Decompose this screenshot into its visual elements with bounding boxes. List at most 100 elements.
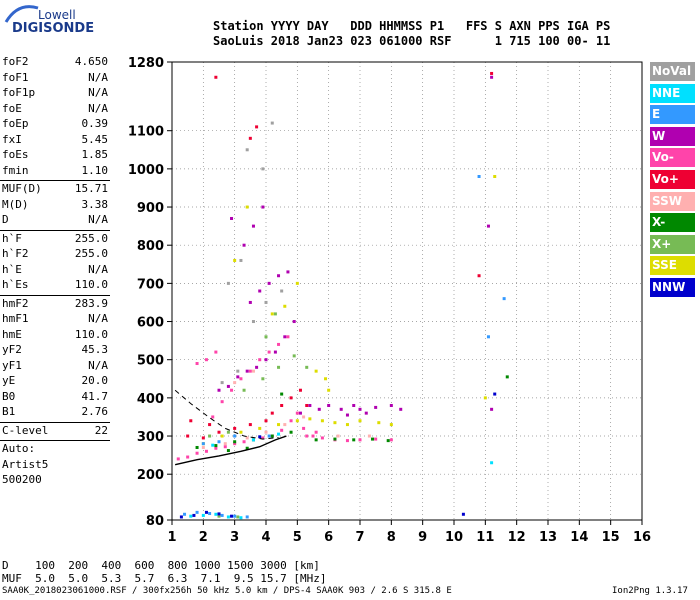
echo-point — [223, 445, 227, 449]
echo-point — [277, 432, 281, 436]
y-tick-label: 500 — [137, 354, 164, 369]
echo-point — [270, 434, 274, 438]
y-tick-label: 1000 — [128, 163, 164, 178]
echo-point — [283, 304, 287, 308]
echo-point — [333, 421, 337, 425]
echo-point — [314, 430, 318, 434]
param-row: D N/A — [2, 213, 108, 228]
echo-point — [289, 396, 293, 400]
param-name: foF1p — [2, 86, 36, 99]
echo-point — [236, 375, 240, 379]
echo-point — [502, 297, 506, 301]
param-row: h`F2 255.0 — [2, 247, 108, 262]
echo-point — [214, 512, 218, 516]
echo-point — [286, 335, 290, 339]
echo-point — [251, 369, 255, 373]
echo-point — [483, 396, 487, 400]
echo-point — [305, 365, 309, 369]
legend-entry: SSE — [650, 256, 695, 276]
echo-point — [189, 514, 193, 518]
echo-point — [374, 437, 378, 441]
echo-point — [389, 438, 393, 442]
echo-point — [302, 415, 306, 419]
y-tick-label: 80 — [146, 514, 164, 529]
x-tick-label: 3 — [230, 530, 239, 545]
echo-point — [311, 434, 315, 438]
echo-point — [239, 430, 243, 434]
echo-point — [490, 461, 494, 465]
echo-point — [245, 205, 249, 209]
param-value: 1.10 — [81, 163, 109, 177]
x-tick-label: 6 — [324, 530, 333, 545]
echo-point — [389, 404, 393, 407]
echo-point — [220, 400, 224, 404]
param-name: foEs — [2, 148, 29, 161]
echo-point — [204, 358, 208, 362]
x-tick-label: 15 — [602, 530, 620, 545]
echo-point — [320, 436, 324, 440]
echo-point — [477, 274, 481, 278]
legend-entry: NNE — [650, 83, 695, 103]
echo-point — [217, 388, 221, 392]
muf-row: MUF 5.0 5.0 5.3 5.7 6.3 7.1 9.5 15.7 [MH… — [2, 572, 327, 585]
echo-point — [176, 457, 180, 461]
param-name: Auto: — [2, 442, 36, 455]
echo-point — [201, 442, 205, 446]
echo-point — [345, 413, 349, 417]
x-tick-label: 4 — [261, 530, 270, 545]
param-value: 255.0 — [74, 231, 108, 245]
echo-point — [261, 167, 265, 171]
echo-point — [264, 300, 268, 304]
echo-point — [208, 434, 212, 438]
header-row-labels: Station YYYY DAY DDD HHMMSS P1 FFS S AXN… — [213, 19, 611, 33]
param-separator — [0, 180, 110, 181]
echo-point — [280, 289, 284, 293]
echo-point — [192, 513, 196, 517]
param-value: N/A — [88, 213, 108, 226]
echo-point — [186, 434, 190, 438]
param-value: 0.39 — [81, 117, 109, 130]
echo-point — [277, 365, 281, 369]
legend-entry: NNW — [650, 278, 695, 297]
x-tick-label: 11 — [476, 530, 494, 545]
plot-frame — [171, 61, 643, 521]
echo-point — [233, 381, 237, 385]
echo-point — [220, 434, 224, 438]
echo-point — [179, 515, 183, 519]
echo-point — [245, 515, 249, 519]
echo-point — [273, 350, 277, 354]
echo-point — [490, 75, 494, 79]
echo-point — [233, 442, 237, 446]
param-separator — [0, 440, 110, 441]
echo-point — [286, 270, 290, 274]
echo-point — [320, 419, 324, 423]
echo-point — [242, 388, 246, 392]
param-row: foEp 0.39 — [2, 117, 108, 132]
echo-point — [264, 419, 268, 423]
echo-point — [295, 281, 299, 285]
echo-point — [345, 439, 349, 443]
x-tick-label: 9 — [418, 530, 427, 545]
echo-point — [251, 224, 255, 228]
echo-point — [280, 392, 284, 396]
echo-point — [245, 446, 249, 450]
param-value: N/A — [88, 70, 108, 84]
param-name: yE — [2, 374, 16, 387]
echo-point — [264, 335, 268, 339]
echo-point — [242, 243, 246, 247]
echo-point — [245, 436, 249, 440]
echo-point — [208, 423, 212, 427]
echo-point — [258, 435, 262, 439]
echo-point — [261, 436, 265, 440]
y-tick-label: 1280 — [128, 56, 164, 71]
param-row: foE N/A — [2, 102, 108, 117]
x-tick-label: 12 — [508, 530, 526, 545]
echo-point — [242, 440, 246, 444]
param-name: MUF(D) — [2, 182, 42, 195]
echo-point — [270, 121, 274, 125]
echo-point — [261, 377, 265, 381]
param-row: Auto: — [2, 442, 108, 457]
param-name: foEp — [2, 117, 29, 130]
echo-point — [233, 514, 237, 518]
y-tick-label: 700 — [137, 277, 164, 292]
